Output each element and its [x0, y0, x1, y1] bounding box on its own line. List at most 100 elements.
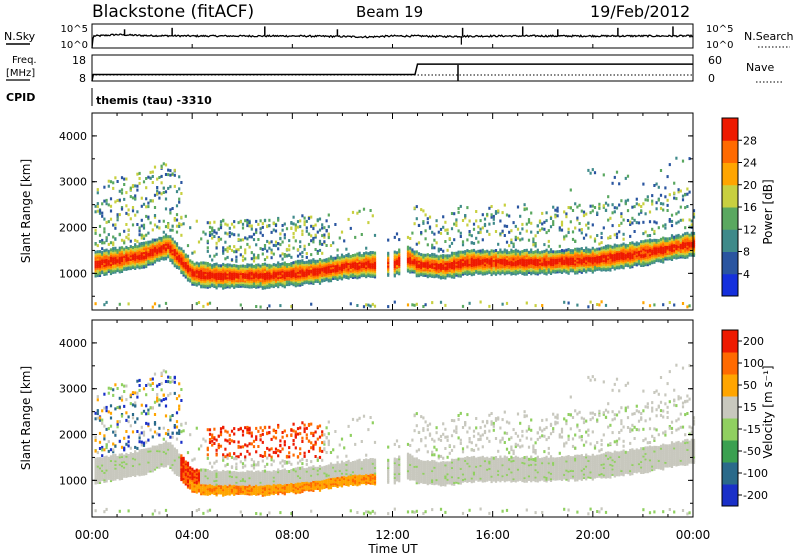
velocity-cell — [134, 420, 137, 424]
velocity-cell — [120, 460, 124, 464]
power-cell — [580, 247, 583, 251]
power-cell — [589, 265, 592, 269]
power-cell — [516, 262, 520, 266]
power-cell — [657, 239, 660, 243]
power-cell — [151, 305, 154, 309]
power-cell — [552, 263, 555, 267]
power-cell — [105, 220, 108, 224]
power-cell — [620, 212, 623, 216]
power-cell — [587, 252, 590, 255]
power-cell — [613, 258, 616, 262]
power-cell — [356, 274, 359, 278]
power-cell — [582, 261, 586, 265]
power-cell — [175, 247, 179, 251]
power-cell — [134, 238, 137, 242]
power-cell — [285, 281, 289, 285]
power-cell — [241, 270, 245, 273]
power-cell — [538, 262, 542, 266]
power-cell — [593, 259, 597, 263]
power-cell — [327, 266, 330, 270]
power-cell — [435, 261, 438, 265]
power-cell — [156, 225, 159, 229]
power-cell — [640, 242, 643, 245]
power-cell — [446, 272, 449, 276]
power-cell — [604, 208, 608, 212]
power-cell — [666, 246, 669, 250]
power-cell — [107, 258, 110, 262]
power-cell — [541, 270, 544, 274]
velocity-cell — [112, 461, 115, 465]
power-cell — [488, 250, 491, 254]
power-cell — [481, 252, 484, 256]
power-cell — [294, 264, 297, 268]
power-cell — [167, 240, 170, 244]
power-cell — [354, 266, 357, 270]
power-cell — [681, 159, 685, 163]
power-cell — [393, 254, 396, 258]
power-cell — [125, 264, 128, 268]
power-cell — [633, 230, 636, 233]
power-cell — [657, 242, 660, 246]
power-cell — [398, 254, 401, 257]
power-cell — [510, 270, 513, 274]
power-cell — [294, 271, 297, 275]
velocity-cell — [112, 448, 115, 452]
power-cell — [611, 260, 614, 264]
power-cell — [534, 264, 537, 268]
power-cell — [230, 271, 234, 275]
velocity-cell — [114, 444, 117, 448]
power-cell — [268, 224, 271, 227]
power-cell — [281, 240, 284, 244]
power-cell — [237, 264, 240, 268]
power-cell — [611, 256, 614, 260]
power-cell — [200, 276, 203, 280]
power-cell — [688, 218, 691, 222]
power-cell — [195, 302, 198, 306]
power-cell — [549, 261, 553, 265]
power-cell — [644, 243, 647, 247]
power-cell — [618, 266, 621, 270]
power-cell — [105, 259, 108, 263]
velocity-cell — [114, 463, 117, 466]
power-cell — [679, 246, 682, 250]
power-cell — [272, 243, 275, 247]
power-cell — [512, 257, 515, 261]
power-cell — [246, 221, 249, 225]
power-cell — [466, 272, 469, 276]
power-cell — [501, 265, 504, 269]
power-cell — [521, 237, 524, 241]
power-cell — [180, 215, 183, 219]
power-cell — [107, 249, 110, 253]
velocity-cell — [138, 436, 141, 440]
power-cell — [459, 259, 462, 263]
power-cell — [200, 270, 203, 274]
power-cell — [140, 196, 143, 200]
power-cell — [598, 303, 601, 307]
velocity-cell — [147, 382, 150, 386]
power-cell — [677, 248, 680, 252]
power-cell — [547, 256, 550, 260]
power-cell — [596, 249, 599, 253]
velocity-cell — [96, 395, 99, 399]
power-cell — [666, 209, 669, 212]
power-cell — [459, 265, 462, 269]
power-cell — [593, 206, 597, 209]
power-cell — [98, 270, 102, 274]
power-cell — [673, 235, 676, 239]
power-cell — [448, 270, 451, 274]
power-cell — [292, 246, 295, 250]
power-cell — [545, 254, 548, 258]
power-cell — [211, 267, 214, 271]
power-cell — [684, 226, 687, 230]
velocity-cell — [123, 467, 126, 471]
power-cell — [332, 266, 335, 269]
power-cell — [626, 255, 630, 259]
power-cell — [340, 273, 344, 277]
power-cell — [321, 279, 324, 283]
power-cell — [244, 219, 247, 223]
power-cell — [479, 300, 482, 304]
power-cell — [142, 226, 146, 230]
power-cell — [681, 233, 685, 237]
power-cell — [329, 277, 333, 281]
power-cell — [215, 275, 218, 279]
